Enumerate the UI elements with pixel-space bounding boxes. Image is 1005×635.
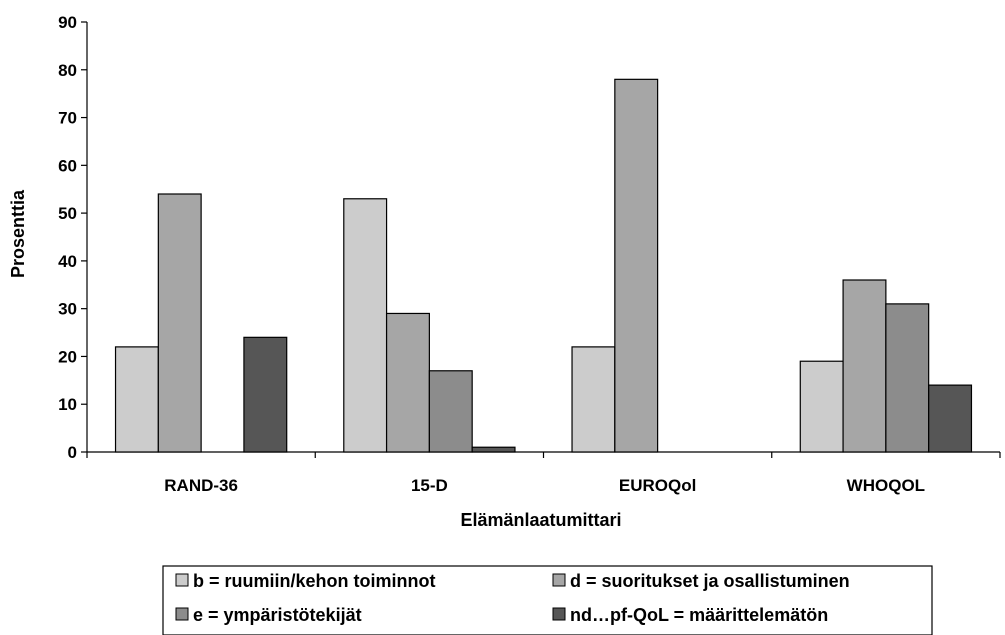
x-tick-label: EUROQol — [619, 476, 696, 495]
legend-label: b = ruumiin/kehon toiminnot — [193, 571, 436, 591]
y-tick-label: 40 — [58, 252, 77, 271]
x-axis-title: Elämänlaatumittari — [460, 510, 621, 530]
bar — [928, 384, 973, 453]
y-tick-label: 50 — [58, 204, 77, 223]
legend-border — [162, 565, 933, 635]
legend-swatch — [552, 607, 566, 621]
x-tick-label: WHOQOL — [847, 476, 925, 495]
y-tick-label: 70 — [58, 109, 77, 128]
y-tick-label: 20 — [58, 347, 77, 366]
legend-swatch — [175, 607, 189, 621]
bar — [799, 360, 844, 453]
bar — [157, 193, 202, 453]
y-tick-label: 60 — [58, 156, 77, 175]
legend: b = ruumiin/kehon toiminnot d = suorituks… — [162, 565, 933, 635]
legend-label: nd…pf-QoL = määrittelemätön — [570, 605, 828, 625]
y-axis-title: Prosenttia — [8, 189, 28, 278]
bar — [842, 279, 887, 453]
bar — [885, 303, 930, 453]
y-tick-label: 90 — [58, 13, 77, 32]
y-tick-labels: 0 10 20 30 40 50 60 70 80 90 — [58, 13, 77, 462]
bar — [114, 346, 159, 453]
bar — [243, 336, 288, 453]
bar — [471, 446, 516, 453]
y-tick-label: 10 — [58, 395, 77, 414]
x-tick-label: 15-D — [411, 476, 448, 495]
bar — [614, 78, 659, 453]
x-tick-label: RAND-36 — [164, 476, 238, 495]
legend-swatch — [552, 573, 566, 587]
bar — [571, 346, 616, 453]
y-tick-label: 30 — [58, 300, 77, 319]
legend-swatch — [175, 573, 189, 587]
legend-label: d = suoritukset ja osallistuminen — [570, 571, 850, 591]
y-tick-label: 80 — [58, 61, 77, 80]
bar — [343, 198, 388, 453]
x-tick-labels: RAND-36 15-D EUROQol WHOQOL — [164, 476, 925, 495]
bars — [114, 78, 973, 453]
bar — [385, 312, 430, 453]
y-tick-label: 0 — [68, 443, 77, 462]
bar — [428, 370, 473, 453]
legend-label: e = ympäristötekijät — [193, 605, 362, 625]
